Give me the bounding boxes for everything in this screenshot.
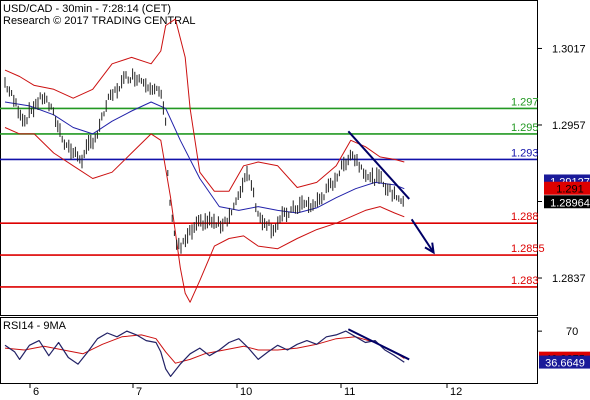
rsi-value-box-label-36.6649: 36.6649 <box>545 358 585 370</box>
resistance-trendline <box>347 130 410 200</box>
price-bars <box>4 68 404 254</box>
bollinger-lower-line <box>4 127 405 303</box>
chart-title: USD/CAD - 30min - 7:28:14 (CET) <box>3 3 172 15</box>
y-tick-label: 1.2957 <box>552 120 586 132</box>
forecast-arrow <box>410 218 435 254</box>
level-label-1.2855: 1.2855 <box>511 243 545 255</box>
value-box-label-1.28964: 1.28964 <box>550 197 590 209</box>
moving-average-line <box>4 101 405 214</box>
level-label-1.293: 1.293 <box>511 147 539 159</box>
bollinger-upper-line <box>4 18 405 192</box>
rsi-y-tick-label: 70 <box>566 326 578 338</box>
level-label-1.295: 1.295 <box>511 122 539 134</box>
rsi-ma-line <box>4 334 405 364</box>
level-label-1.297: 1.297 <box>511 96 539 108</box>
rsi-line <box>4 330 405 377</box>
rsi-title: RSI14 - 9MA <box>3 320 67 332</box>
level-label-1.283: 1.283 <box>511 275 539 287</box>
value-box <box>544 195 590 209</box>
value-box-label-1.291: 1.291 <box>556 184 584 196</box>
value-box <box>544 181 590 195</box>
x-tick-label-11: 11 <box>344 386 355 398</box>
y-tick-label: 1.2837 <box>552 273 586 285</box>
x-tick-label-7: 7 <box>136 386 142 398</box>
research-credit: Research © 2017 TRADING CENTRAL <box>3 15 196 27</box>
forecast-arrow-head <box>424 242 435 255</box>
rsi-value-box <box>539 355 590 369</box>
level-label-1.288: 1.288 <box>511 211 539 223</box>
y-tick-label: 1.3017 <box>552 43 586 55</box>
main-plot-frame <box>0 0 538 316</box>
x-tick-label-10: 10 <box>240 386 252 398</box>
rsi-trendline <box>347 328 410 361</box>
x-tick-label-12: 12 <box>450 386 462 398</box>
x-tick-label-6: 6 <box>33 386 39 398</box>
